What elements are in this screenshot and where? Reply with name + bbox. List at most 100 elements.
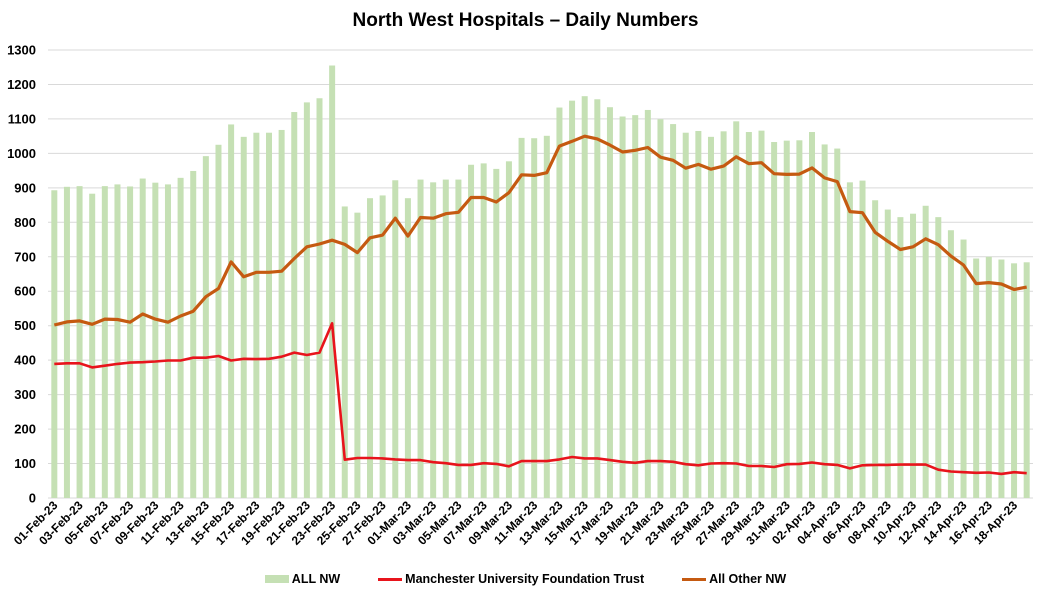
bar	[152, 182, 159, 498]
bar	[569, 100, 576, 499]
bar	[455, 179, 462, 498]
bar	[720, 131, 727, 498]
bar	[316, 98, 323, 498]
y-tick-label: 800	[14, 215, 36, 230]
bar	[442, 179, 449, 498]
bar	[253, 132, 260, 498]
bar	[101, 186, 108, 498]
bar	[872, 200, 879, 498]
bar	[960, 239, 967, 499]
bar	[303, 102, 310, 499]
bar	[278, 129, 285, 498]
y-tick-label: 300	[14, 387, 36, 402]
bar	[973, 258, 980, 498]
chart-title: North West Hospitals – Daily Numbers	[352, 10, 699, 31]
bar	[783, 140, 790, 498]
bar	[922, 205, 929, 498]
bar	[202, 156, 209, 498]
y-tick-label: 400	[14, 353, 36, 368]
bar	[404, 198, 411, 498]
bar	[76, 186, 83, 498]
bar	[265, 132, 272, 498]
bar	[606, 107, 613, 499]
bar	[215, 144, 222, 498]
bar-series-all-nw	[51, 65, 1030, 499]
bar	[884, 209, 891, 498]
y-tick-label: 100	[14, 456, 36, 471]
bar	[417, 179, 424, 498]
bar	[846, 182, 853, 498]
bar	[935, 217, 942, 498]
y-tick-label: 500	[14, 318, 36, 333]
bar	[354, 212, 361, 499]
bar	[190, 170, 197, 498]
gridlines	[48, 49, 1033, 499]
bar	[947, 230, 954, 499]
bar	[733, 121, 740, 498]
bar	[695, 130, 702, 498]
y-tick-label: 1000	[7, 146, 36, 161]
legend-swatch-bar-icon	[264, 575, 289, 583]
bar	[707, 136, 714, 498]
bar	[51, 190, 58, 498]
y-tick-label: 600	[14, 284, 36, 299]
bar	[1011, 263, 1018, 498]
legend-label: ALL NW	[291, 572, 341, 586]
legend-swatch-line-icon	[682, 577, 707, 581]
line-all-other-nw	[53, 134, 1027, 327]
bar	[177, 177, 184, 499]
x-axis-ticks: 01-Feb-2303-Feb-2305-Feb-2307-Feb-2309-F…	[11, 498, 1020, 548]
bar	[392, 180, 399, 498]
bar	[771, 142, 778, 498]
bar	[670, 124, 677, 498]
bar	[657, 119, 664, 498]
bar	[594, 99, 601, 498]
bar	[468, 164, 475, 498]
bar	[556, 107, 563, 498]
bar	[834, 148, 841, 498]
bar	[745, 132, 752, 498]
bar	[505, 161, 512, 498]
bar	[758, 130, 765, 498]
bar	[480, 163, 487, 498]
bar	[985, 256, 992, 498]
legend-item-all-nw: ALL NW	[264, 572, 341, 586]
bar	[682, 132, 689, 498]
line-series	[53, 134, 1027, 476]
y-axis-ticks: 0 100 200 300 400 500 600 700 800 900 1000 1100 1200…	[7, 43, 36, 506]
bar	[379, 195, 386, 499]
y-tick-label: 900	[14, 180, 36, 195]
bar	[139, 178, 146, 498]
legend: ALL NW Manchester University Foundation …	[0, 572, 1051, 586]
bar	[341, 206, 348, 498]
bar	[493, 168, 500, 498]
bar	[1023, 262, 1030, 498]
bar	[581, 96, 588, 498]
bar	[329, 65, 336, 498]
bar	[430, 182, 437, 498]
y-tick-label: 0	[29, 491, 36, 506]
bar	[809, 132, 816, 498]
y-tick-label: 1300	[7, 43, 36, 58]
y-tick-label: 700	[14, 249, 36, 264]
bar	[518, 137, 525, 498]
line-manchester	[54, 321, 1027, 476]
bar	[859, 180, 866, 498]
bar	[998, 259, 1005, 498]
bar	[240, 136, 247, 498]
bar	[127, 186, 134, 498]
bar	[367, 198, 374, 498]
bar	[619, 116, 626, 498]
legend-item-all-other-nw: All Other NW	[682, 572, 786, 586]
y-tick-label: 1100	[8, 111, 36, 126]
legend-label: All Other NW	[709, 572, 787, 586]
y-tick-label: 200	[14, 422, 36, 437]
legend-swatch-line-icon	[378, 577, 403, 581]
bar	[89, 193, 96, 498]
bar	[63, 186, 70, 498]
legend-item-manchester: Manchester University Foundation Trust	[378, 572, 644, 586]
bar	[632, 115, 639, 498]
bar	[897, 217, 904, 498]
bar	[910, 213, 917, 498]
